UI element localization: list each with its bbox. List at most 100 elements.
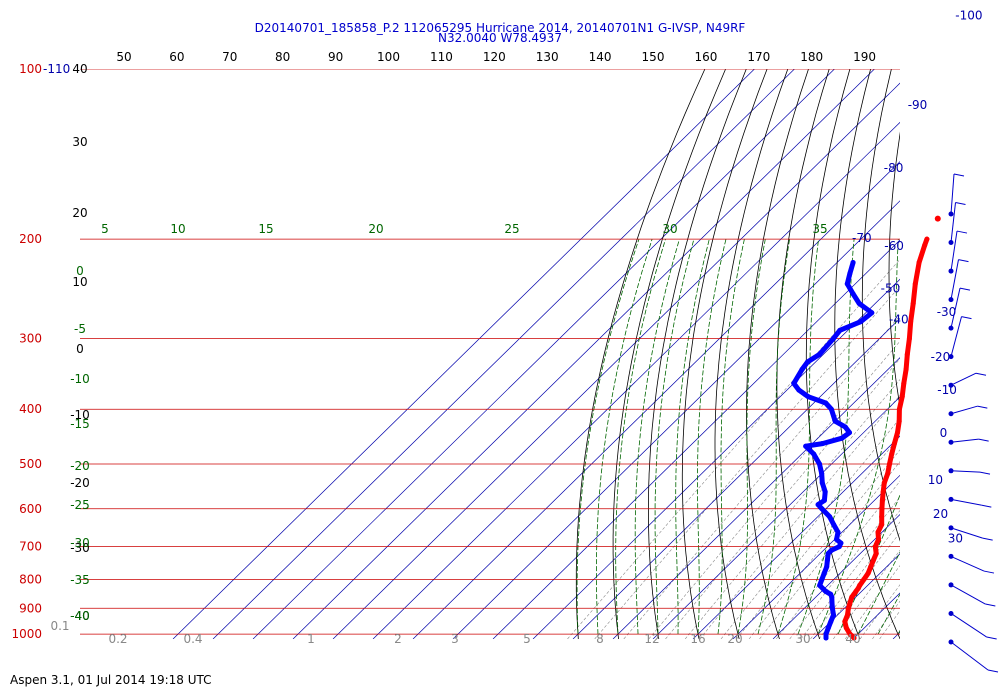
- dry-adiabat-label: 40: [72, 62, 87, 76]
- dewpoint-point: [850, 291, 856, 297]
- pressure-label: 800: [19, 572, 42, 586]
- dewpoint-point: [821, 497, 827, 503]
- wind-barb: [948, 610, 997, 640]
- dry-adiabat: [746, 69, 809, 639]
- dewpoint-point: [816, 351, 822, 357]
- wind-barb-flag: [961, 316, 972, 320]
- temperature-point: [845, 605, 851, 611]
- wind-barb-staff: [950, 405, 978, 415]
- wind-barb-staff: [950, 584, 986, 605]
- isotherm-label: -90: [908, 98, 928, 112]
- isotherm-line: [412, 161, 900, 639]
- dewpoint-point: [837, 327, 843, 333]
- mixing-ratio-label: 40: [845, 632, 860, 646]
- wind-barb: [948, 287, 971, 331]
- temperature-point: [843, 625, 849, 631]
- temperature-point: [906, 336, 912, 342]
- isotherm-line: [692, 435, 900, 639]
- isotherm-line: [973, 14, 1000, 639]
- moist-adiabat-label: -20: [70, 459, 90, 473]
- mixing-ratio-label: 8: [596, 632, 604, 646]
- dewpoint-point: [823, 400, 829, 406]
- wind-barb-flag: [982, 537, 993, 541]
- isotherm-line: [172, 69, 755, 639]
- top-scale-label: 170: [747, 50, 770, 64]
- moist-adiabat-label: -5: [74, 322, 86, 336]
- dry-adiabat: [805, 69, 861, 639]
- top-scale-label: 190: [853, 50, 876, 64]
- wind-barb: [948, 496, 992, 508]
- wind-barb-staff: [950, 230, 958, 272]
- temperature-point: [896, 406, 902, 412]
- dry-adiabat-label: -30: [70, 541, 90, 555]
- footer-text: Aspen 3.1, 01 Jul 2014 19:18 UTC: [10, 673, 212, 687]
- isotherm-line: [332, 82, 900, 639]
- temperature-point: [879, 522, 885, 528]
- top-scale-label: 120: [483, 50, 506, 64]
- temperature-point: [891, 441, 897, 447]
- wind-barb: [948, 438, 989, 445]
- temperature-point: [904, 351, 910, 357]
- temperature-point: [908, 319, 914, 325]
- top-scale-label: 100: [377, 50, 400, 64]
- isotherm-line: [252, 69, 835, 639]
- isotherm-label: -10: [937, 383, 957, 397]
- pressure-label: 900: [19, 601, 42, 615]
- top-scale-label: 110: [430, 50, 453, 64]
- dewpoint-point: [815, 502, 821, 508]
- dry-adiabat-label: 30: [72, 135, 87, 149]
- dry-adiabat: [776, 69, 830, 639]
- mixing-ratio-line: [594, 285, 900, 639]
- dewpoint-point: [823, 635, 829, 641]
- temperature-point: [924, 236, 930, 242]
- isotherm-line: [652, 396, 900, 639]
- mixing-ratio-line: [759, 461, 900, 639]
- wind-barb: [948, 316, 972, 360]
- top-scale-label: 90: [328, 50, 343, 64]
- mixing-ratio-label: 0.1: [50, 619, 69, 633]
- top-scale-label: 130: [536, 50, 559, 64]
- temperature-point: [873, 551, 879, 557]
- isotherm-line: [933, 14, 1000, 639]
- wind-barb: [948, 468, 991, 475]
- dewpoint-point: [799, 366, 805, 372]
- dewpoint-point: [858, 319, 864, 325]
- wind-barb-staff: [950, 259, 959, 300]
- dewpoint-point: [821, 570, 827, 576]
- dry-adiabat-label: -20: [70, 476, 90, 490]
- isotherm-label: -40: [889, 313, 909, 327]
- mixing-ratio-line: [776, 480, 900, 639]
- temperature-point: [868, 564, 874, 570]
- wind-barb-staff: [950, 527, 983, 539]
- dewpoint-point: [828, 591, 834, 597]
- dry-adiabat: [861, 69, 900, 542]
- mixing-ratio-label: 0.2: [108, 632, 127, 646]
- wind-barb-flag: [956, 230, 968, 234]
- isotherm-line: [292, 69, 875, 639]
- dewpoint-point: [805, 394, 811, 400]
- isotherm-line: [532, 278, 900, 639]
- temperature-point: [870, 557, 876, 563]
- dewpoint-point: [829, 547, 835, 553]
- dewpoint-point: [823, 631, 829, 637]
- wind-barb: [948, 202, 966, 246]
- dry-adiabat: [915, 69, 1000, 639]
- dewpoint-point: [831, 522, 837, 528]
- dewpoint-point: [796, 387, 802, 393]
- dewpoint-point: [791, 380, 797, 386]
- isotherm-label: 20: [933, 507, 948, 521]
- temperature-point: [912, 281, 918, 287]
- temperature-point: [916, 260, 922, 266]
- temperature-point: [842, 619, 848, 625]
- dry-adiabat: [988, 69, 1000, 639]
- wind-barb-flag: [981, 504, 992, 508]
- temperature-point: [901, 380, 907, 386]
- moist-adiabat-label: 5: [101, 222, 109, 236]
- top-scale-label: 150: [642, 50, 665, 64]
- wind-barb-flag: [977, 405, 988, 409]
- dry-adiabat: [612, 69, 726, 639]
- dewpoint-point: [847, 430, 853, 436]
- dry-adiabat: [648, 69, 747, 639]
- wind-barb: [948, 553, 995, 574]
- mixing-ratio-line: [665, 358, 900, 639]
